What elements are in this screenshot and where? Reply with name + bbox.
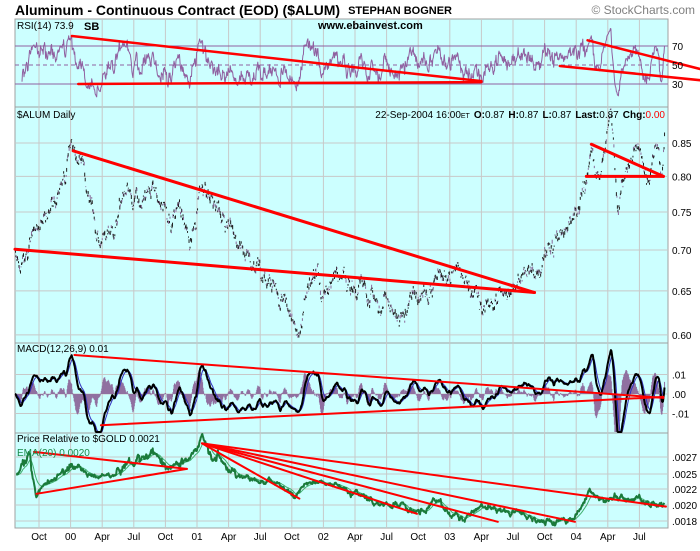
x-tick-label: 00: [65, 532, 77, 543]
relative-line: [15, 433, 666, 527]
macd-label: MACD(12,26,9) 0.01: [17, 344, 109, 355]
rsi-trendline: [558, 64, 700, 82]
rsi-panel: [14, 18, 669, 108]
ema-label: EMA(20) 0.0020: [17, 448, 90, 459]
price-panel: [14, 106, 669, 344]
axes-layer: Oct 00 Apr Jul Oct 01 Apr Jul Oct 02 Apr Jul Oct 03 Ap…: [31, 42, 697, 543]
price-axis-tick-label: 0.75: [672, 208, 692, 219]
x-tick-label: Jul: [380, 532, 393, 543]
rel-axis-tick-label: .0027: [672, 453, 697, 464]
x-tick-label: Jul: [507, 532, 520, 543]
high-value: 0.87: [519, 110, 539, 121]
chart-author: STEPHAN BOGNER: [348, 5, 452, 17]
price-label: $ALUM Daily: [17, 110, 75, 121]
relative-trendline: [201, 442, 499, 523]
chg-label: Chg:: [623, 110, 646, 121]
price-axis-tick-label: 0.85: [672, 139, 692, 150]
price-trendline: [589, 142, 665, 178]
x-tick-label: 03: [444, 532, 456, 543]
low-value: 0.87: [552, 110, 572, 121]
macd-axis-tick-label: .01: [672, 371, 686, 382]
macd-axis-tick-label: .00: [672, 390, 686, 401]
rsi-line: [21, 28, 665, 98]
relative-trendline: [201, 442, 667, 508]
price-axis-tick-label: 0.60: [672, 331, 692, 342]
low-label: L:: [542, 110, 551, 121]
rsi-trendline: [586, 39, 700, 71]
macd-trendline: [99, 395, 665, 427]
high-label: H:: [508, 110, 519, 121]
quote-tz: ET: [461, 113, 471, 120]
rel-axis-tick-label: .0018: [672, 517, 697, 528]
relative-trendline: [32, 450, 188, 470]
rel-axis-tick-label: .0020: [672, 501, 697, 512]
price-axis-tick-label: 0.80: [672, 172, 692, 183]
grid: [15, 19, 668, 528]
rsi-axis-tick-label: 70: [672, 42, 684, 53]
last-label: Last:: [575, 110, 599, 121]
website-label: www.ebainvest.com: [317, 20, 423, 32]
macd-trendline: [73, 354, 665, 399]
relative-label: Price Relative to $GOLD 0.0021: [17, 434, 160, 445]
x-tick-label: Apr: [221, 532, 237, 543]
relative-trendline: [201, 442, 576, 523]
x-tick-label: Jul: [633, 532, 646, 543]
relative-trendline: [201, 442, 418, 515]
price-quote: 22-Sep-2004 16:00ET O:0.87 H:0.87 L:0.87 Las…: [375, 110, 665, 121]
x-tick-label: Oct: [410, 532, 426, 543]
rsi-label: RSI(14) 73.9: [17, 21, 74, 32]
relative-trendline: [201, 442, 301, 500]
x-tick-label: Oct: [31, 532, 47, 543]
x-tick-label: Apr: [94, 532, 110, 543]
x-tick-label: Apr: [347, 532, 363, 543]
open-value: 0.87: [485, 110, 505, 121]
x-tick-label: Jul: [127, 532, 140, 543]
rsi-axis-tick-label: 50: [672, 61, 684, 72]
trendlines-layer: [13, 34, 700, 523]
quote-date: 22-Sep-2004 16:00: [375, 110, 461, 121]
open-label: O:: [474, 110, 485, 121]
x-tick-label: Apr: [600, 532, 616, 543]
price-trendline: [13, 247, 536, 295]
rel-axis-tick-label: .0022: [672, 485, 697, 496]
x-tick-label: Oct: [284, 532, 300, 543]
last-value: 0.87: [599, 110, 619, 121]
rel-axis-tick-label: .0025: [672, 470, 697, 481]
chart-title: Aluminum - Continuous Contract (EOD) ($A…: [15, 2, 340, 18]
price-axis-tick-label: 0.65: [672, 287, 692, 298]
rsi-trendline: [70, 34, 483, 83]
x-tick-label: 04: [571, 532, 583, 543]
relative-trendline: [35, 467, 188, 495]
price-trendline: [71, 149, 536, 295]
initials-label: SB: [84, 21, 99, 33]
x-tick-label: Apr: [474, 532, 490, 543]
price-axis-tick-label: 0.70: [672, 246, 692, 257]
chg-value: 0.00: [646, 110, 666, 121]
series-layer: [14, 28, 666, 527]
x-tick-label: Oct: [158, 532, 174, 543]
rsi-trendline: [76, 80, 483, 86]
macd-line: [14, 349, 666, 433]
macd-axis-tick-label: -.01: [672, 410, 690, 421]
x-tick-label: Jul: [254, 532, 267, 543]
x-tick-label: 02: [318, 532, 330, 543]
rsi-axis-tick-label: 30: [672, 80, 684, 91]
x-tick-label: Oct: [537, 532, 553, 543]
copyright: © StockCharts.com: [591, 3, 695, 17]
x-tick-label: 01: [191, 532, 203, 543]
